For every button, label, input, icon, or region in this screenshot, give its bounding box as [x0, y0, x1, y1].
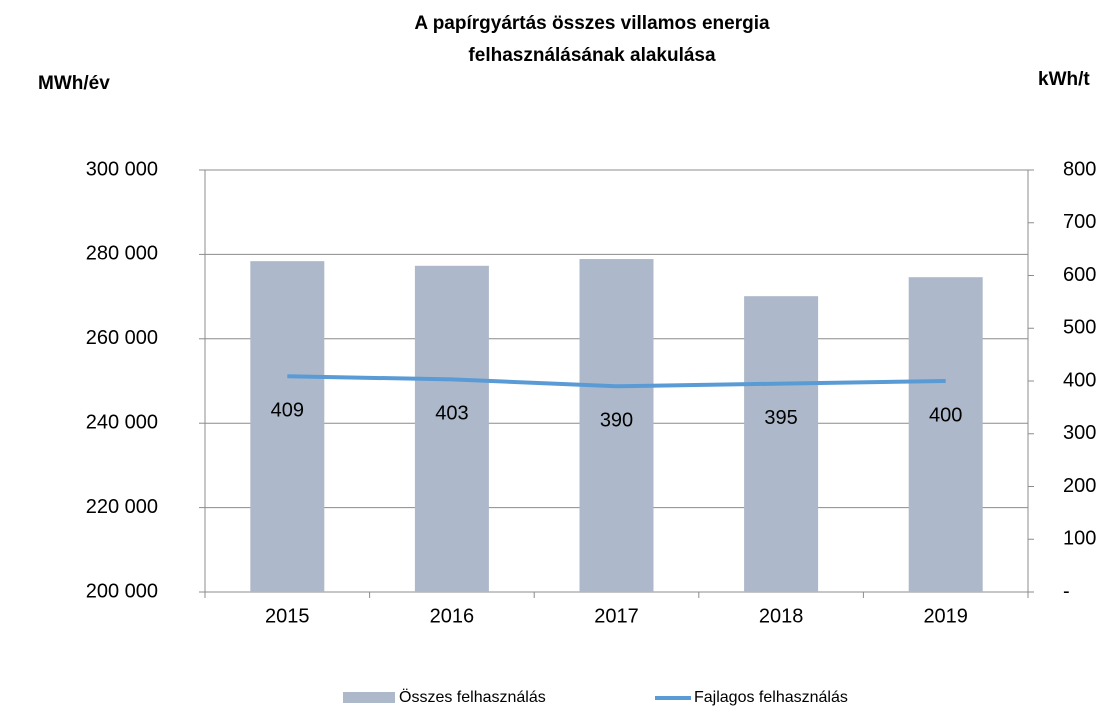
- y2-tick-label: 100: [1063, 528, 1096, 550]
- bar: [744, 296, 819, 592]
- data-label: 409: [271, 400, 304, 422]
- x-tick-label: 2017: [594, 605, 639, 627]
- chart-title: A papírgyártás összes villamos energia: [414, 13, 770, 34]
- chart-title: felhasználásának alakulása: [468, 45, 716, 66]
- bar: [414, 265, 489, 592]
- y2-tick-label: 500: [1063, 317, 1096, 339]
- y-tick-label: 300 000: [86, 158, 158, 180]
- y2-tick-label: 200: [1063, 475, 1096, 497]
- y2-tick-label: -: [1063, 580, 1070, 602]
- legend-label: Összes felhasználás: [399, 688, 546, 706]
- data-label: 400: [929, 404, 962, 426]
- legend-swatch: [343, 692, 395, 703]
- data-label: 403: [435, 403, 468, 425]
- bar: [250, 261, 325, 592]
- data-label: 395: [764, 407, 797, 429]
- legend-label: Fajlagos felhasználás: [694, 689, 848, 706]
- y2-tick-label: 300: [1063, 422, 1096, 444]
- y2-tick-label: 600: [1063, 264, 1096, 286]
- line: [287, 374, 946, 389]
- y2-axis-label: kWh/t: [1038, 69, 1090, 90]
- bar: [908, 277, 983, 592]
- x-tick-label: 2016: [430, 605, 475, 627]
- y2-tick-label: 700: [1063, 211, 1096, 233]
- x-tick-label: 2019: [923, 605, 968, 627]
- y-tick-label: 220 000: [86, 496, 158, 518]
- y-tick-label: 240 000: [86, 411, 158, 433]
- bar: [579, 259, 654, 592]
- y2-tick-label: 800: [1063, 158, 1096, 180]
- y-axis-label: MWh/év: [38, 73, 110, 94]
- x-tick-label: 2015: [265, 605, 310, 627]
- y2-tick-label: 400: [1063, 369, 1096, 391]
- y-tick-label: 260 000: [86, 327, 158, 349]
- x-tick-label: 2018: [759, 605, 804, 627]
- y-tick-label: 200 000: [86, 580, 158, 602]
- data-label: 390: [600, 410, 633, 432]
- y-tick-label: 280 000: [86, 243, 158, 265]
